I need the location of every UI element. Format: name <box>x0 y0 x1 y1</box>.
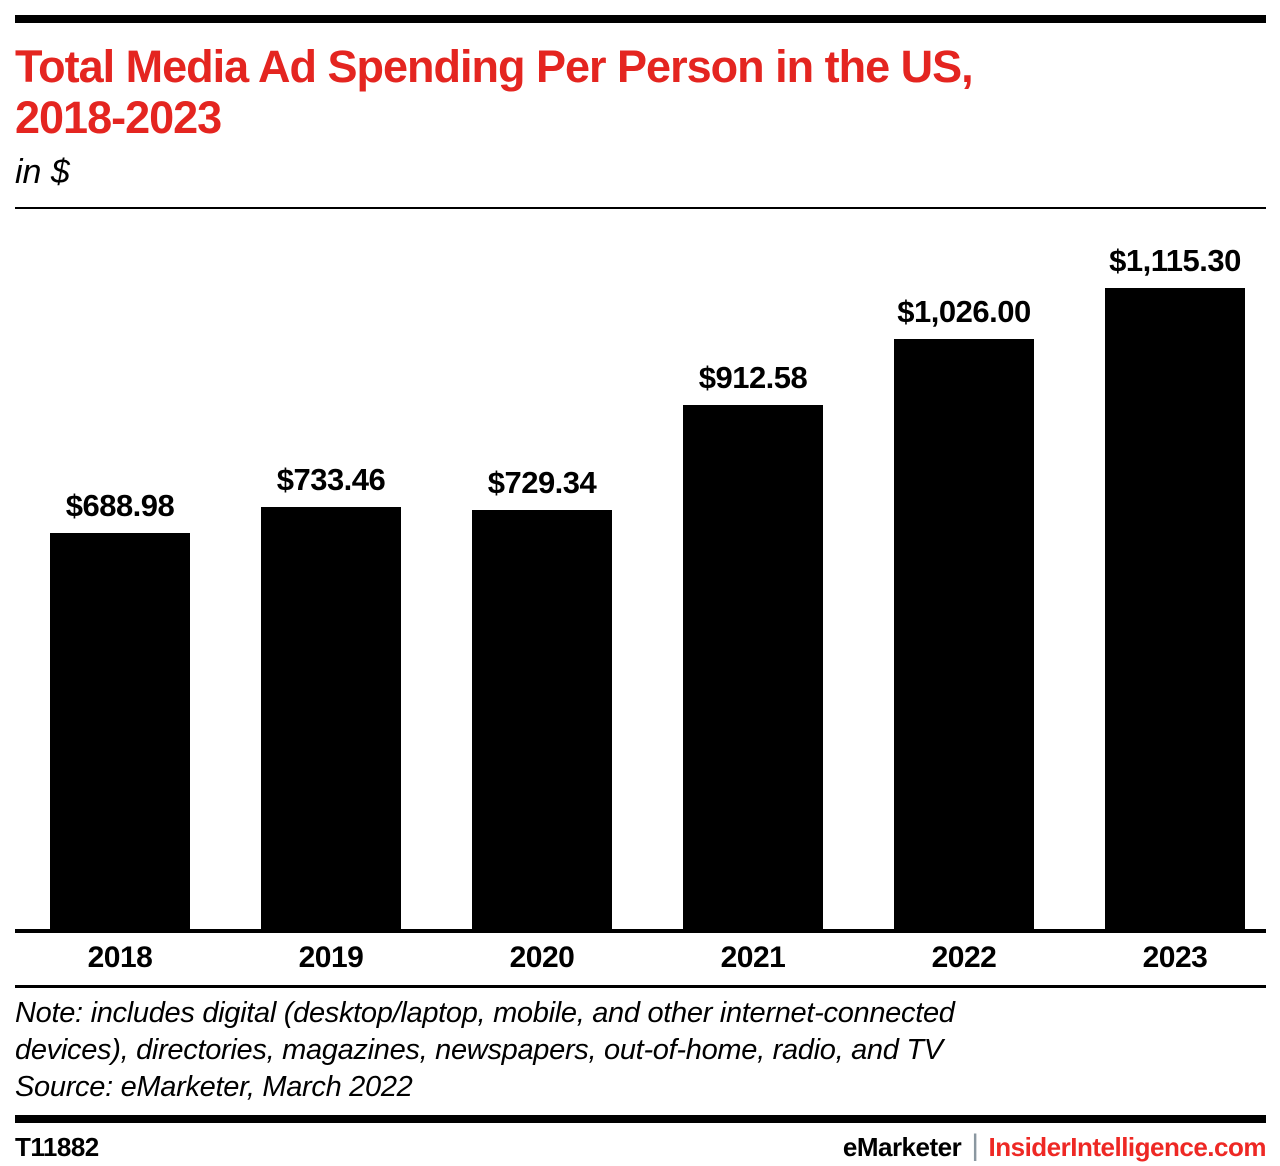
page-title: Total Media Ad Spending Per Person in th… <box>15 41 1266 144</box>
bar-2019 <box>261 506 401 929</box>
bar-value-label-2018: $688.98 <box>65 487 175 523</box>
bar-column-2018: $688.98 <box>50 488 190 929</box>
note-block: Note: includes digital (desktop/laptop, … <box>15 995 1266 1106</box>
insider-intelligence-link: InsiderIntelligence.com <box>988 1131 1267 1162</box>
x-axis-label-2019: 2019 <box>298 940 364 974</box>
note-text-line2: devices), directories, magazines, newspa… <box>15 1034 943 1067</box>
x-axis-labels-row: 2018 2019 2020 2021 2022 2023 <box>15 933 1266 985</box>
bar-column-2022: $1,026.00 <box>894 294 1034 929</box>
brand-separator: | <box>971 1129 979 1163</box>
footer: T11882 eMarketer | InsiderIntelligence.c… <box>15 1123 1267 1164</box>
x-axis-label-2018: 2018 <box>87 940 153 974</box>
page-title-line1: Total Media Ad Spending Per Person in th… <box>15 41 974 92</box>
bar-2022 <box>894 338 1034 929</box>
note-text-line1: Note: includes digital (desktop/laptop, … <box>15 996 955 1029</box>
bars-row: $688.98 $733.46 $729.34 $912.58 $1,026.00 $1,… <box>15 229 1266 929</box>
bar-value-label-2020: $729.34 <box>487 464 597 500</box>
bar-2018 <box>50 532 190 929</box>
axis-footer-divider <box>15 984 1266 988</box>
branding: eMarketer | InsiderIntelligence.com <box>842 1129 1267 1164</box>
top-accent-bar <box>15 15 1266 23</box>
bar-value-label-2022: $1,026.00 <box>897 293 1031 329</box>
bar-value-label-2019: $733.46 <box>276 461 386 497</box>
bar-column-2019: $733.46 <box>261 462 401 929</box>
header-divider <box>15 206 1266 209</box>
bar-column-2023: $1,115.30 <box>1105 243 1245 929</box>
x-axis-label-2021: 2021 <box>720 940 786 974</box>
bar-value-label-2021: $912.58 <box>698 359 808 395</box>
x-axis-label-2023: 2023 <box>1142 940 1208 974</box>
bar-2023 <box>1105 287 1245 929</box>
x-axis-label-2020: 2020 <box>509 940 575 974</box>
x-axis-line <box>15 928 1266 933</box>
chart-id: T11882 <box>15 1131 99 1162</box>
bar-2020 <box>472 509 612 929</box>
bar-chart: $688.98 $733.46 $729.34 $912.58 $1,026.00 $1,… <box>15 229 1266 985</box>
footer-bar <box>15 1115 1266 1124</box>
x-axis-label-2022: 2022 <box>931 940 997 974</box>
bar-2021 <box>683 404 823 929</box>
page-title-line2: 2018-2023 <box>15 92 222 144</box>
source-text: Source: eMarketer, March 2022 <box>15 1071 413 1104</box>
bar-column-2020: $729.34 <box>472 465 612 929</box>
brand-emarketer: eMarketer <box>842 1131 962 1162</box>
bar-value-label-2023: $1,115.30 <box>1109 242 1241 278</box>
chart-subtitle: in $ <box>15 152 70 191</box>
bar-column-2021: $912.58 <box>683 360 823 929</box>
